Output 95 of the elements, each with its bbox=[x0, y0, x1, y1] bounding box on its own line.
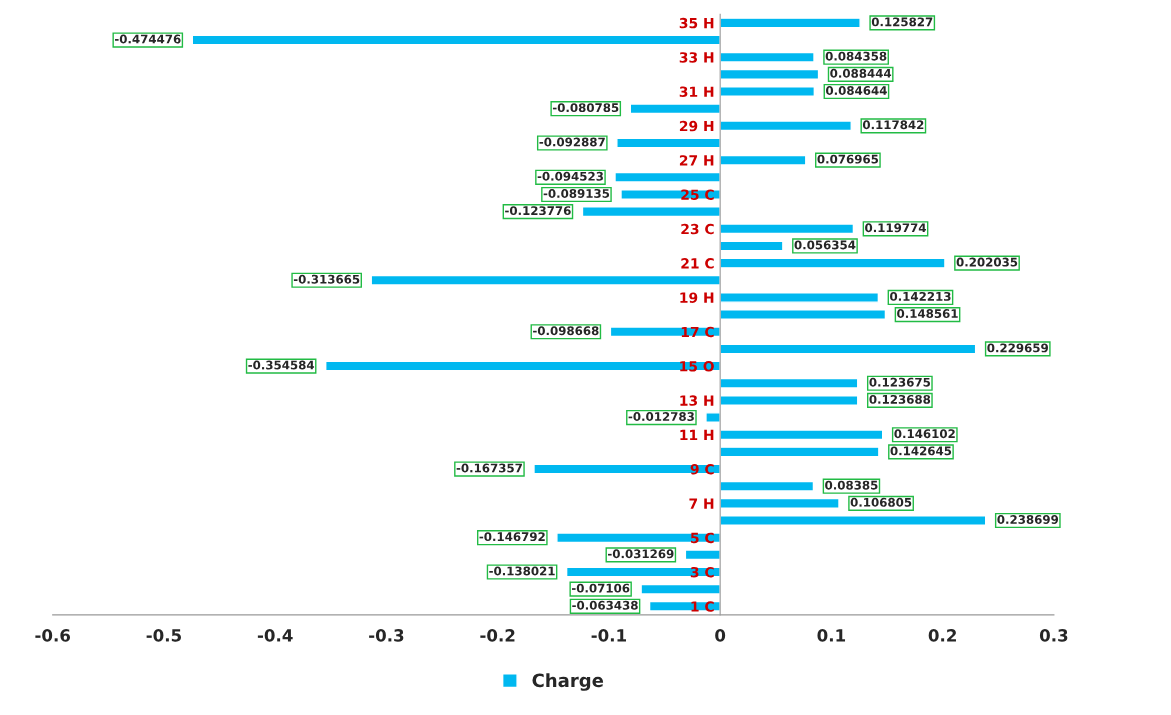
data-label: 0.123688 bbox=[869, 394, 931, 404]
data-label: -0.123776 bbox=[505, 206, 571, 216]
bar bbox=[648, 600, 721, 612]
data-label: -0.474476 bbox=[114, 34, 181, 44]
data-label: -0.012783 bbox=[628, 412, 694, 421]
data-label: -0.167357 bbox=[456, 463, 522, 473]
data-label: -0.080785 bbox=[552, 103, 619, 113]
data-label: 0.08385 bbox=[825, 480, 878, 490]
x-tick-label: 0 bbox=[715, 629, 726, 642]
bar bbox=[719, 51, 815, 63]
y-tick-label: 31 H bbox=[679, 86, 714, 97]
bar bbox=[684, 549, 721, 561]
bar bbox=[640, 583, 721, 595]
bar bbox=[719, 515, 987, 526]
bar bbox=[719, 343, 977, 355]
y-tick-label: 21 C bbox=[681, 258, 714, 269]
y-tick-label: 3 C bbox=[690, 566, 714, 578]
bar bbox=[719, 292, 880, 303]
y-tick-label: 15 O bbox=[680, 361, 714, 372]
y-tick-label: 27 H bbox=[679, 155, 714, 166]
y-tick-label: 33 H bbox=[679, 52, 714, 63]
y-tick-label: 17 C bbox=[681, 326, 714, 338]
bar bbox=[191, 34, 721, 46]
data-label: 0.123675 bbox=[869, 377, 931, 387]
legend-label: Charge bbox=[532, 673, 604, 691]
data-label: -0.098668 bbox=[533, 326, 599, 336]
data-label: 0.056354 bbox=[794, 240, 856, 250]
bar bbox=[719, 68, 820, 80]
y-tick-label: 1 C bbox=[691, 601, 714, 612]
bar bbox=[705, 412, 721, 423]
y-tick-label: 13 H bbox=[680, 395, 714, 406]
bar bbox=[719, 86, 816, 97]
data-label: -0.031269 bbox=[608, 549, 674, 559]
data-label: 0.088444 bbox=[830, 68, 892, 78]
x-tick-label: -0.5 bbox=[146, 629, 181, 642]
data-label: 0.084644 bbox=[826, 86, 887, 95]
data-label: -0.092887 bbox=[539, 137, 605, 147]
x-tick-label: -0.6 bbox=[35, 629, 71, 642]
bar bbox=[719, 480, 815, 492]
y-tick-label: 9 C bbox=[690, 464, 714, 475]
bar bbox=[719, 497, 840, 509]
x-tick-label: -0.1 bbox=[591, 629, 626, 642]
data-label: -0.354584 bbox=[248, 360, 315, 370]
data-label: 0.202035 bbox=[956, 257, 1018, 267]
y-tick-label: 23 C bbox=[681, 223, 714, 235]
bar bbox=[719, 429, 884, 441]
bar bbox=[719, 154, 807, 166]
y-tick-label: 29 H bbox=[679, 120, 714, 132]
bar bbox=[719, 257, 946, 269]
x-tick-label: 0.3 bbox=[1039, 629, 1068, 642]
y-tick-label: 7 H bbox=[689, 498, 714, 509]
y-tick-label: 19 H bbox=[680, 292, 714, 303]
data-label: 0.119774 bbox=[865, 223, 926, 233]
data-label: -0.089135 bbox=[543, 188, 610, 198]
data-label: 0.142213 bbox=[890, 291, 951, 301]
data-label: 0.076965 bbox=[817, 154, 879, 164]
y-tick-label: 35 H bbox=[679, 17, 714, 29]
bar bbox=[581, 206, 721, 218]
y-tick-label: 25 C bbox=[681, 189, 714, 200]
bar bbox=[609, 326, 721, 338]
x-tick-label: -0.4 bbox=[257, 629, 293, 642]
x-tick-label: 0.1 bbox=[817, 629, 846, 642]
bar bbox=[616, 137, 721, 149]
y-tick-label: 11 H bbox=[680, 429, 714, 440]
bar bbox=[614, 171, 721, 183]
data-label: -0.313665 bbox=[293, 274, 360, 284]
data-label: 0.238699 bbox=[997, 515, 1059, 524]
data-label: 0.229659 bbox=[987, 343, 1048, 353]
data-label: -0.063438 bbox=[572, 600, 638, 610]
data-label: 0.125827 bbox=[871, 17, 933, 27]
data-label: 0.142645 bbox=[890, 446, 952, 456]
bar bbox=[556, 532, 721, 544]
bar bbox=[719, 394, 859, 406]
bar bbox=[719, 223, 855, 235]
data-label: 0.084358 bbox=[825, 51, 887, 61]
data-label: -0.07106 bbox=[571, 583, 630, 593]
bar bbox=[719, 240, 784, 252]
data-label: 0.148561 bbox=[897, 309, 958, 319]
data-label: -0.094523 bbox=[537, 171, 603, 181]
bar bbox=[719, 377, 859, 389]
y-tick-label: 5 C bbox=[690, 532, 714, 544]
bar bbox=[629, 103, 721, 115]
bar bbox=[719, 309, 887, 321]
bar bbox=[370, 274, 721, 286]
data-label: 0.106805 bbox=[850, 497, 912, 507]
data-label: -0.138021 bbox=[489, 566, 555, 576]
x-tick-label: -0.3 bbox=[369, 629, 404, 642]
bar bbox=[719, 120, 852, 132]
data-label: 0.146102 bbox=[894, 429, 955, 439]
bar bbox=[719, 446, 880, 458]
data-label: -0.146792 bbox=[479, 532, 545, 542]
data-label: 0.117842 bbox=[862, 120, 924, 130]
x-tick-label: -0.2 bbox=[480, 629, 515, 642]
bar bbox=[719, 17, 861, 29]
x-tick-label: 0.2 bbox=[928, 629, 956, 642]
